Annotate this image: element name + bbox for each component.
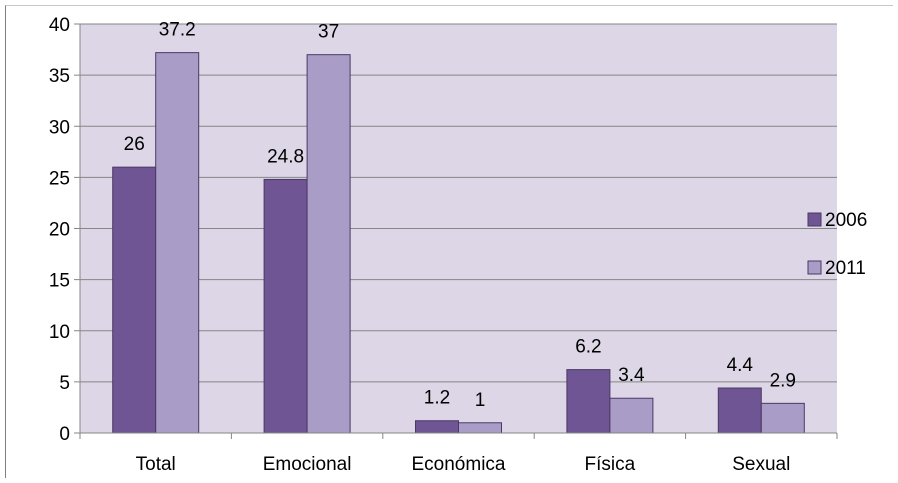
x-tick-label: Económica <box>412 454 506 475</box>
data-label: 37 <box>318 22 339 43</box>
bar-2011-total <box>155 52 200 434</box>
y-tick-label: 0 <box>59 424 70 445</box>
data-label: 26 <box>124 134 145 155</box>
y-tick-label: 25 <box>49 168 70 189</box>
y-tick-label: 5 <box>59 373 70 394</box>
bar-2006-total <box>112 166 157 434</box>
legend-label-2011: 2011 <box>825 258 866 279</box>
bar-2006-emocional <box>263 178 308 434</box>
bar-2011-económica <box>458 422 502 434</box>
data-label: 1 <box>475 390 486 411</box>
y-tick-label: 40 <box>49 15 70 36</box>
legend-swatch-2011 <box>807 260 822 275</box>
bar-2006-física <box>566 369 611 434</box>
data-label: 3.4 <box>618 365 645 386</box>
chart-frame <box>5 5 893 478</box>
bar-2006-sexual <box>717 387 762 434</box>
legend-label-2006: 2006 <box>825 210 867 231</box>
x-tick-label: Física <box>585 454 636 475</box>
y-tick-label: 20 <box>49 220 70 241</box>
x-tick-label: Emocional <box>263 454 352 475</box>
y-tick-label: 30 <box>49 117 70 138</box>
data-label: 24.8 <box>267 146 304 167</box>
legend-swatch-2006 <box>807 212 822 227</box>
bar-2011-sexual <box>760 402 805 434</box>
x-tick-label: Total <box>136 454 176 475</box>
y-tick-label: 35 <box>49 66 70 87</box>
y-tick-label: 15 <box>49 271 70 292</box>
data-label: 6.2 <box>575 337 601 358</box>
data-label: 1.2 <box>424 388 450 409</box>
bar-2011-física <box>609 397 654 434</box>
y-tick-label: 10 <box>49 322 70 343</box>
x-tick-label: Sexual <box>732 454 790 475</box>
data-label: 37.2 <box>159 20 196 41</box>
bar-2011-emocional <box>306 54 351 434</box>
bar-2006-económica <box>415 420 459 434</box>
data-label: 4.4 <box>727 355 754 376</box>
data-label: 2.9 <box>770 370 796 391</box>
